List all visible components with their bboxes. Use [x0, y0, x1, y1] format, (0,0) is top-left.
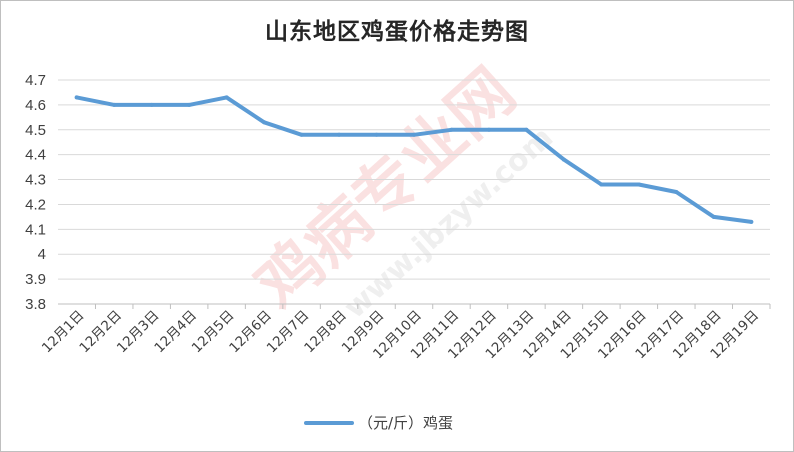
data-point	[412, 132, 416, 137]
y-tick-label: 4.6	[25, 97, 46, 114]
data-point	[262, 120, 267, 125]
y-tick-label: 4.7	[25, 72, 46, 89]
watermark: 鸡病专业网 www.jbzyw.com	[242, 55, 560, 326]
y-tick-label: 4.5	[25, 122, 46, 139]
y-tick-label: 4	[38, 246, 46, 263]
data-point	[337, 132, 342, 137]
y-tick-label: 3.8	[25, 296, 46, 313]
data-point	[674, 190, 679, 194]
data-point	[149, 102, 154, 107]
data-point	[299, 132, 304, 137]
gridlines	[58, 79, 770, 305]
data-point	[374, 132, 379, 137]
data-point	[636, 182, 641, 187]
data-point	[112, 102, 117, 107]
data-point	[599, 182, 604, 187]
data-point	[486, 127, 491, 132]
data-point	[711, 214, 716, 219]
y-tick-label: 3.9	[25, 271, 46, 288]
data-point	[449, 127, 454, 132]
legend: （元/斤）鸡蛋	[304, 414, 453, 432]
data-point	[561, 157, 566, 162]
data-point	[224, 95, 229, 100]
series-layer	[74, 95, 754, 224]
legend-label: （元/斤）鸡蛋	[358, 414, 453, 432]
data-point	[74, 95, 79, 100]
y-tick-label: 4.2	[25, 196, 46, 213]
x-axis-ticks: 12月1日12月2日12月3日12月4日12月5日12月6日12月7日12月8日…	[39, 304, 771, 362]
chart-title: 山东地区鸡蛋价格走势图	[265, 18, 529, 45]
y-tick-label: 4.3	[25, 172, 46, 189]
data-point	[524, 127, 529, 132]
y-tick-label: 4.4	[25, 147, 46, 164]
data-point	[749, 219, 754, 224]
data-point	[187, 102, 192, 107]
y-tick-label: 4.1	[25, 221, 46, 238]
y-axis-ticks: 3.8 3.9 4 4.1 4.2 4.3 4.4 4.5 4.6 4.7	[25, 72, 46, 313]
